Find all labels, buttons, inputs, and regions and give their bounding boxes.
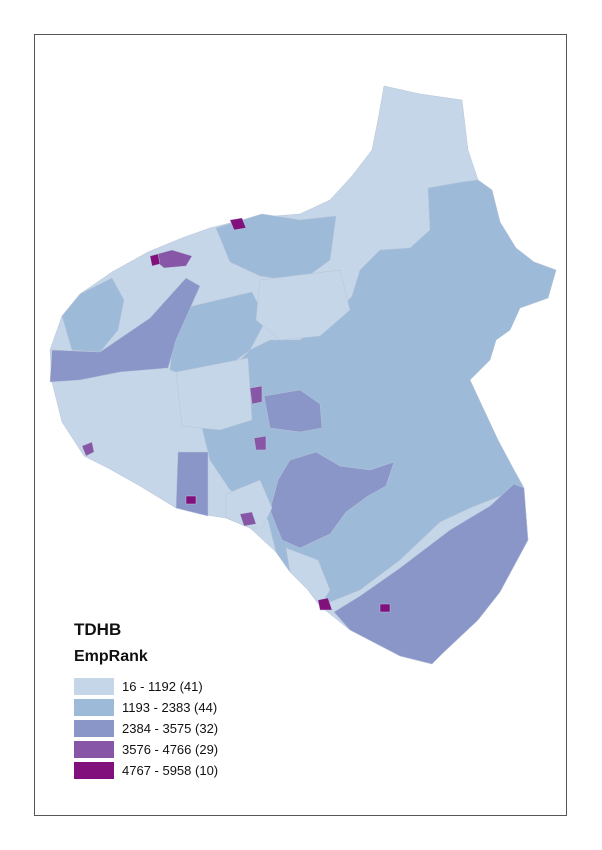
region-west-band: [49, 277, 201, 383]
region-inner-light-1: [175, 357, 253, 431]
region-centre-purple: [263, 389, 323, 433]
legend-label: 2384 - 3575 (32): [122, 721, 219, 736]
legend-row: 3576 - 4766 (29): [74, 739, 218, 760]
legend-field-name: EmpRank: [74, 648, 148, 665]
urban-patch-5: [239, 511, 257, 527]
urban-core-5: [379, 603, 391, 613]
urban-patch-1: [249, 385, 263, 405]
legend-label: 1193 - 2383 (44): [122, 700, 218, 715]
legend-label: 3576 - 4766 (29): [122, 742, 219, 757]
urban-core-3: [185, 495, 197, 505]
region-south-central: [269, 451, 395, 549]
urban-patch-3: [149, 249, 193, 269]
map-legend: TDHB EmpRank 16 - 1192 (41) 1193 - 2383 …: [74, 620, 218, 781]
legend-swatch: [74, 762, 114, 779]
region-southwest-light: [225, 479, 273, 529]
legend-label: 16 - 1192 (41): [122, 679, 203, 694]
region-west-coast: [61, 277, 125, 353]
region-south-strip: [175, 451, 209, 517]
legend-row: 16 - 1192 (41): [74, 676, 218, 697]
urban-core-2: [149, 253, 161, 267]
urban-patch-2: [253, 435, 267, 451]
legend-swatch: [74, 741, 114, 758]
legend-swatch: [74, 678, 114, 695]
region-inner-light-2: [255, 269, 351, 341]
urban-core-1: [229, 217, 247, 231]
legend-title: TDHB: [74, 620, 122, 639]
legend-row: 1193 - 2383 (44): [74, 697, 218, 718]
region-north-strip: [215, 213, 337, 283]
legend-swatch: [74, 699, 114, 716]
legend-row: 4767 - 5958 (10): [74, 760, 218, 781]
urban-core-4: [317, 597, 333, 611]
legend-row: 2384 - 3575 (32): [74, 718, 218, 739]
legend-label: 4767 - 5958 (10): [122, 763, 219, 778]
legend-swatch: [74, 720, 114, 737]
urban-patch-4: [81, 441, 95, 457]
region-southeast: [333, 483, 529, 665]
